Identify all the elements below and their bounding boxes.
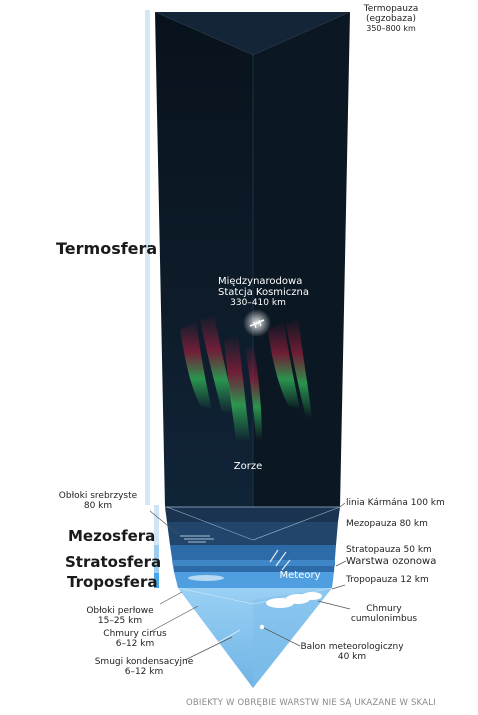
- layer-mesosphere: Mezosfera: [68, 527, 156, 545]
- layer-troposphere: Troposfera: [67, 573, 158, 591]
- aurora-label: Zorze: [233, 461, 263, 472]
- cirrus-cloud: [188, 575, 224, 581]
- cumulonimbus-label: Chmury cumulonimbus: [350, 604, 418, 624]
- aurora-illustration: [180, 315, 312, 442]
- scale-footnote: OBIEKTY W OBRĘBIE WARSTW NIE SĄ UKAZANE …: [186, 698, 436, 708]
- scale-bar-thermosphere: [145, 10, 150, 505]
- scale-bar-stratosphere: [154, 545, 159, 573]
- contrail: [204, 629, 241, 651]
- stratopause-label: Stratopauza 50 km: [346, 545, 432, 555]
- scale-bar-mesosphere: [154, 505, 159, 545]
- leader-lines: [149, 502, 351, 661]
- cirrus-clouds-label: Chmury cirrus 6–12 km: [103, 629, 167, 649]
- ground-pyramid-shade: [253, 588, 332, 688]
- prism-top: [155, 12, 350, 55]
- stratosphere-band: [170, 545, 336, 572]
- tropopause-label: Tropopauza 12 km: [346, 575, 429, 585]
- noctilucent-label: Obłoki srebrzyste 80 km: [58, 491, 138, 511]
- layer-thermosphere: Termosfera: [56, 239, 158, 258]
- ozone-layer: [172, 560, 335, 566]
- meteors-label: Meteory: [279, 570, 321, 581]
- weather-balloon-icon: [259, 624, 265, 630]
- layer-stratosphere: Stratosfera: [65, 553, 162, 571]
- ozone-layer-label: Warstwa ozonowa: [346, 556, 437, 567]
- scale-bar-troposphere: [154, 573, 159, 588]
- iss-label: Międzynarodowa Statcja Kosmiczna 330–410…: [218, 276, 310, 308]
- iss-icon: [249, 319, 265, 329]
- weather-balloon-label: Balon meteorologiczny 40 km: [300, 642, 404, 662]
- thermopause-label: Termopauza (egzobaza) 350–800 km: [363, 4, 419, 33]
- cumulonimbus-cloud: [266, 592, 322, 608]
- noctilucent-clouds: [180, 535, 214, 543]
- mesosphere-band: [165, 507, 340, 522]
- nacreous-clouds-label: Obłoki perłowe 15–25 km: [86, 606, 154, 626]
- thermosphere-right-face: [253, 12, 350, 507]
- karman-line-label: linia Kármána 100 km: [346, 498, 445, 508]
- meteor-streaks: [269, 549, 291, 571]
- contrails-label: Smugi kondensacyjne 6–12 km: [94, 657, 194, 677]
- mesopause-label: Mezopauza 80 km: [346, 519, 428, 529]
